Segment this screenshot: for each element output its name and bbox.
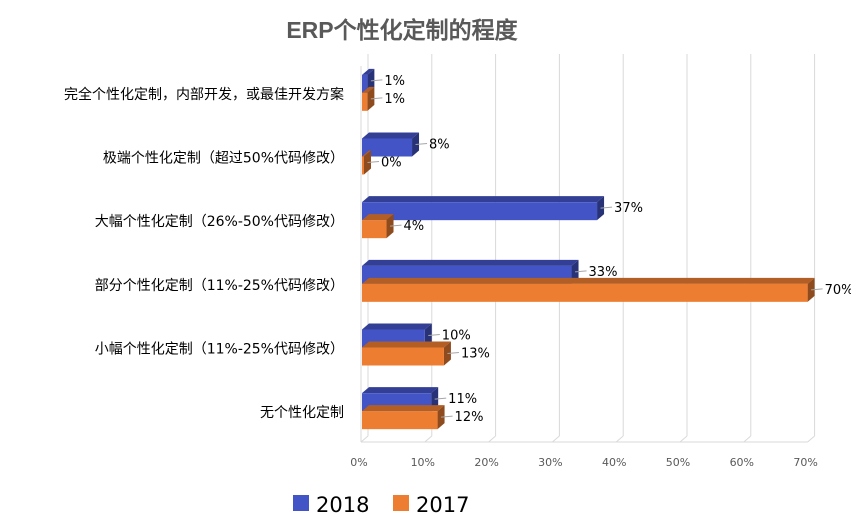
x-tick-label: 70% [793, 456, 817, 469]
data-label: 12% [455, 410, 484, 425]
x-tick-label: 20% [474, 456, 498, 469]
bars [362, 68, 815, 430]
data-label-leader [415, 143, 428, 145]
data-label: 11% [448, 392, 477, 407]
data-label: 13% [461, 347, 490, 362]
bar-top-face [362, 341, 451, 348]
bar-2017[interactable] [362, 405, 445, 430]
bar-2017[interactable] [362, 277, 815, 302]
data-label-leader [441, 415, 453, 418]
data-label-leader [367, 161, 380, 163]
category-label: 极端个性化定制（超过50%代码修改） [103, 151, 344, 167]
bar-top-face [362, 405, 445, 412]
bar-front-face [362, 347, 444, 366]
gridline-floor [615, 435, 624, 443]
bar-2017[interactable] [362, 341, 451, 366]
gridline-floor [488, 435, 496, 443]
gridline-floor [679, 435, 688, 443]
data-label: 0% [381, 156, 402, 171]
data-label-leader [600, 206, 613, 209]
data-label-leader [447, 352, 459, 354]
x-tick-label: 50% [666, 456, 690, 469]
bar-front-face [362, 74, 368, 93]
data-label: 1% [384, 92, 405, 107]
data-label-leader [811, 288, 823, 291]
bar-top-face [362, 150, 371, 157]
bar-front-face [362, 283, 808, 302]
data-label: 33% [589, 265, 618, 280]
category-label: 大幅个性化定制（26%-50%代码修改） [95, 214, 344, 230]
bar-2018[interactable] [362, 196, 605, 221]
data-label-leader [574, 270, 587, 273]
bar-top-face [362, 68, 375, 75]
bar-front-face [362, 92, 368, 111]
data-labels: 1% 8% 37% 33% 10% 11% 1% 0% 4% 70% 13% 12% [367, 74, 851, 425]
gridline-floor [360, 435, 369, 443]
data-label-leader [428, 334, 440, 336]
category-label: 小幅个性化定制（11%-25%代码修改） [95, 342, 344, 358]
data-label: 10% [442, 329, 471, 344]
legend-label-2017: 2017 [416, 493, 469, 517]
legend-swatch-2018 [293, 495, 309, 511]
gridline-floor [743, 435, 752, 443]
category-label: 部分个性化定制（11%-25%代码修改） [95, 278, 344, 294]
data-label: 4% [404, 219, 425, 234]
data-label-leader [370, 79, 383, 82]
data-label-leader [389, 224, 402, 227]
bar-top-face [362, 259, 579, 266]
category-label: 完全个性化定制，内部开发，或最佳开发方案 [64, 86, 344, 103]
data-label: 1% [384, 74, 405, 89]
gridlines [360, 54, 816, 443]
bar-top-face [362, 214, 394, 221]
bar-front-face [362, 156, 364, 175]
category-label: 无个性化定制 [260, 405, 344, 421]
gridline-floor [424, 435, 433, 443]
data-label: 8% [429, 138, 450, 153]
x-tick-label: 10% [411, 456, 435, 469]
bar-top-face [362, 277, 815, 284]
bar-top-face [362, 132, 420, 139]
bar-2017[interactable] [362, 214, 394, 239]
legend-label-2018: 2018 [316, 493, 369, 517]
x-tick-label: 0% [350, 456, 367, 469]
chart-title: ERP个性化定制的程度 [286, 17, 518, 43]
data-label: 70% [825, 283, 851, 298]
legend[interactable]: 2018 2017 [293, 493, 469, 517]
x-axis-ticks: 0% 10% 20% 30% 40% 50% 60% 70% [350, 456, 818, 469]
x-tick-label: 40% [602, 456, 626, 469]
bar-front-face [362, 138, 413, 157]
data-label-leader [434, 397, 447, 400]
data-label: 37% [614, 201, 643, 216]
gridline-floor [807, 435, 815, 443]
bar-top-face [362, 86, 375, 93]
bar-top-face [362, 323, 432, 330]
bar-top-face [362, 196, 605, 203]
legend-swatch-2017 [393, 495, 409, 511]
bar-front-face [362, 202, 598, 221]
bar-front-face [362, 220, 387, 239]
x-tick-label: 60% [730, 456, 754, 469]
gridline-floor [552, 435, 560, 443]
data-label-leader [370, 97, 383, 100]
bar-front-face [362, 411, 438, 430]
bar-top-face [362, 387, 439, 394]
x-tick-label: 30% [538, 456, 562, 469]
